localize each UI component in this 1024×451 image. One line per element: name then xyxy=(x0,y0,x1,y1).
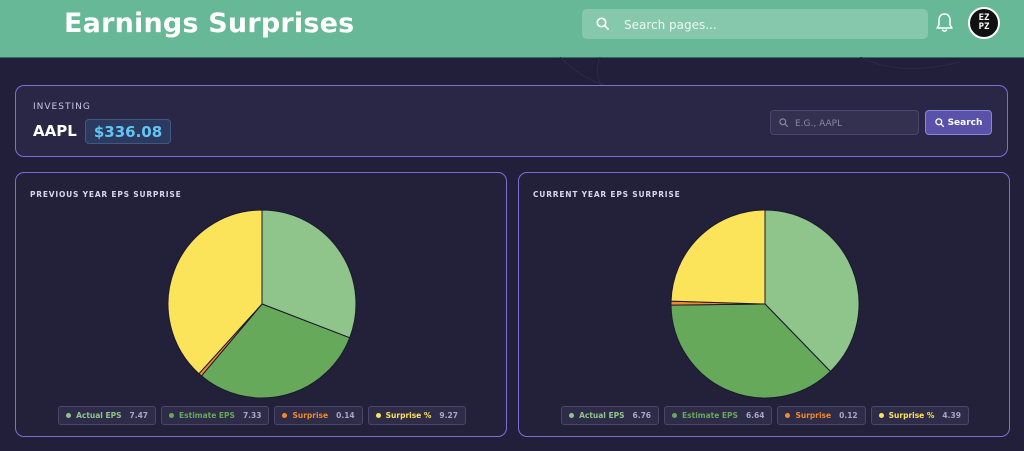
page-search-input[interactable] xyxy=(622,13,916,37)
search-button[interactable]: Search xyxy=(925,110,992,135)
top-header: Earnings Surprises EZ PZ xyxy=(0,0,1024,58)
chart-legend: Actual EPS 7.47 Estimate EPS 7.33 Surpri… xyxy=(16,406,508,425)
pie-slice-surprise-pct[interactable] xyxy=(670,209,766,305)
search-button-label: Search xyxy=(947,117,983,128)
current-year-chart-card: CURRENT YEAR EPS SURPRISE Actual EPS 6.7… xyxy=(518,172,1010,437)
legend-item-actual-eps[interactable]: Actual EPS 7.47 xyxy=(58,406,157,425)
pie-chart xyxy=(167,209,357,399)
legend-label: Surprise xyxy=(292,411,329,420)
legend-dot xyxy=(569,413,575,418)
previous-year-chart-card: PREVIOUS YEAR EPS SURPRISE Actual EPS 7.… xyxy=(15,172,507,437)
legend-dot xyxy=(672,413,678,418)
legend-value: 0.14 xyxy=(336,411,355,420)
legend-item-estimate-eps[interactable]: Estimate EPS 6.64 xyxy=(664,406,773,425)
legend-label: Actual EPS xyxy=(76,411,122,420)
legend-item-surprise[interactable]: Surprise 0.14 xyxy=(274,406,363,425)
pie-slice-actual-eps[interactable] xyxy=(764,209,860,373)
bell-icon[interactable] xyxy=(935,12,954,34)
ticker-search-box[interactable] xyxy=(770,110,919,135)
legend-label: Surprise % xyxy=(888,411,935,420)
legend-value: 6.76 xyxy=(632,411,652,420)
search-icon xyxy=(779,118,788,127)
legend-value: 9.27 xyxy=(439,411,458,420)
search-icon xyxy=(596,17,609,30)
legend-value: 7.47 xyxy=(129,411,149,420)
chart-title: CURRENT YEAR EPS SURPRISE xyxy=(533,190,681,199)
legend-value: 4.39 xyxy=(942,411,961,420)
legend-dot xyxy=(169,413,175,418)
legend-value: 6.64 xyxy=(745,411,765,420)
legend-item-surprise-pct[interactable]: Surprise % 9.27 xyxy=(367,406,466,425)
legend-dot xyxy=(375,413,381,418)
legend-label: Estimate EPS xyxy=(682,411,738,420)
pie-slice-estimate-eps[interactable] xyxy=(200,303,351,399)
legend-label: Actual EPS xyxy=(579,411,625,420)
legend-item-actual-eps[interactable]: Actual EPS 6.76 xyxy=(561,406,660,425)
legend-value: 0.12 xyxy=(839,411,858,420)
legend-dot xyxy=(878,413,884,418)
chart-legend: Actual EPS 6.76 Estimate EPS 6.64 Surpri… xyxy=(519,406,1011,425)
legend-item-estimate-eps[interactable]: Estimate EPS 7.33 xyxy=(161,406,270,425)
pie-chart xyxy=(670,209,860,399)
avatar[interactable]: EZ PZ xyxy=(968,7,1000,39)
price-badge: $336.08 xyxy=(85,119,171,144)
ticker-card: INVESTING AAPL $336.08 Search xyxy=(15,85,1008,157)
legend-item-surprise-pct[interactable]: Surprise % 4.39 xyxy=(870,406,969,425)
search-icon xyxy=(934,118,944,127)
legend-dot xyxy=(785,413,791,418)
section-label: INVESTING xyxy=(33,102,91,112)
pie-slice-estimate-eps[interactable] xyxy=(670,303,832,399)
legend-dot xyxy=(282,413,288,418)
legend-item-surprise[interactable]: Surprise 0.12 xyxy=(777,406,866,425)
page-search-box[interactable] xyxy=(582,9,928,39)
pie-slice-actual-eps[interactable] xyxy=(261,209,357,339)
chart-title: PREVIOUS YEAR EPS SURPRISE xyxy=(30,190,182,199)
legend-label: Surprise % xyxy=(385,411,432,420)
legend-label: Estimate EPS xyxy=(179,411,235,420)
pie-slice-surprise-pct[interactable] xyxy=(167,209,263,375)
legend-dot xyxy=(66,413,72,418)
legend-label: Surprise xyxy=(795,411,832,420)
page-title: Earnings Surprises xyxy=(64,8,355,39)
legend-value: 7.33 xyxy=(242,411,262,420)
ticker-input[interactable] xyxy=(793,114,917,133)
ticker-symbol: AAPL xyxy=(33,122,77,140)
